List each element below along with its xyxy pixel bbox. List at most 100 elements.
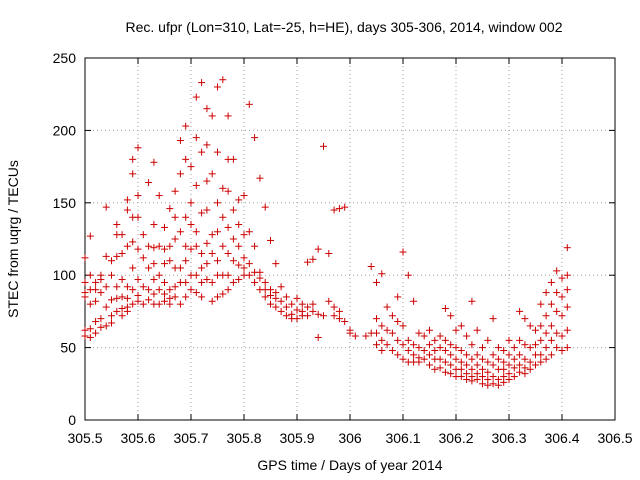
data-point: [547, 278, 555, 286]
data-point: [309, 307, 317, 315]
data-point: [431, 336, 439, 344]
data-point: [81, 293, 89, 301]
data-point: [203, 105, 211, 113]
data-point: [441, 368, 449, 376]
data-point: [320, 312, 327, 320]
data-point: [288, 300, 296, 308]
data-point: [489, 361, 497, 369]
data-point: [415, 329, 423, 337]
data-point: [182, 242, 190, 250]
data-point: [161, 297, 168, 305]
x-tick-labels: 305.5 305.6 305.7 305.8 305.9 306 306.1 306.2 30…: [67, 430, 632, 446]
data-point: [468, 355, 476, 363]
data-point: [198, 278, 206, 286]
x-tick-label: 305.5: [67, 430, 102, 446]
data-point: [214, 83, 221, 91]
data-point: [198, 148, 206, 156]
data-point: [224, 271, 232, 279]
data-point: [176, 170, 184, 178]
data-point: [208, 297, 216, 305]
data-point: [176, 300, 184, 308]
data-point: [192, 134, 200, 142]
data-point: [123, 242, 131, 250]
data-point: [436, 344, 444, 352]
data-point: [410, 297, 418, 305]
data-point: [97, 315, 105, 323]
data-point: [452, 344, 460, 352]
data-point: [187, 245, 195, 253]
data-point: [330, 206, 338, 214]
data-point: [484, 358, 492, 366]
data-point: [219, 184, 227, 192]
data-point: [542, 329, 550, 337]
data-point: [203, 239, 211, 247]
data-point: [494, 355, 502, 363]
data-point: [341, 203, 349, 211]
data-point: [97, 323, 105, 331]
data-point: [463, 351, 471, 359]
data-point: [420, 332, 428, 340]
data-point: [351, 332, 359, 340]
axis-ticks: [84, 57, 616, 421]
data-point: [155, 271, 163, 279]
data-point: [426, 326, 433, 334]
data-point: [500, 346, 508, 354]
data-point: [468, 297, 476, 305]
y-tick-label: 50: [60, 340, 76, 356]
data-point: [505, 336, 513, 344]
data-point: [500, 358, 508, 366]
data-point: [235, 242, 243, 250]
data-point: [219, 290, 227, 298]
data-point: [309, 255, 317, 263]
data-point: [245, 260, 253, 268]
data-point: [383, 303, 391, 311]
data-point: [452, 326, 460, 334]
data-point: [399, 341, 407, 349]
data-point: [256, 274, 264, 282]
data-point: [102, 322, 110, 330]
data-point: [447, 351, 455, 359]
data-point: [532, 326, 539, 334]
data-point: [240, 254, 248, 262]
data-point: [479, 373, 486, 381]
data-point: [129, 286, 137, 294]
data-point: [208, 170, 216, 178]
data-point: [166, 242, 174, 250]
data-point: [494, 381, 502, 389]
data-point: [563, 271, 571, 279]
data-point: [383, 326, 391, 334]
data-point: [553, 344, 561, 352]
data-point: [229, 155, 237, 163]
y-tick-label: 150: [53, 195, 77, 211]
data-point: [214, 293, 221, 301]
data-point: [102, 303, 110, 311]
data-point: [123, 307, 131, 315]
data-point: [192, 181, 200, 189]
data-point: [145, 264, 153, 272]
x-tick-label: 306.4: [544, 430, 579, 446]
data-point: [267, 300, 274, 308]
data-point: [155, 192, 163, 200]
data-point: [404, 346, 412, 354]
data-point: [500, 378, 508, 386]
data-point: [304, 258, 312, 266]
chart-title: Rec. ufpr (Lon=310, Lat=-25, h=HE), days…: [125, 19, 562, 35]
data-point: [394, 318, 402, 326]
data-point: [182, 122, 190, 130]
data-point: [145, 296, 153, 304]
data-point: [563, 326, 571, 334]
data-point: [166, 286, 174, 294]
data-point: [473, 326, 481, 334]
data-point: [394, 336, 402, 344]
data-point: [341, 318, 349, 326]
data-point: [272, 260, 280, 268]
data-point: [277, 307, 285, 315]
data-point: [235, 196, 243, 204]
data-point: [229, 278, 237, 286]
data-point: [139, 254, 147, 262]
data-point: [447, 370, 455, 378]
data-point: [150, 244, 158, 252]
data-point: [108, 271, 115, 279]
data-point: [171, 213, 179, 221]
data-point: [484, 381, 492, 389]
